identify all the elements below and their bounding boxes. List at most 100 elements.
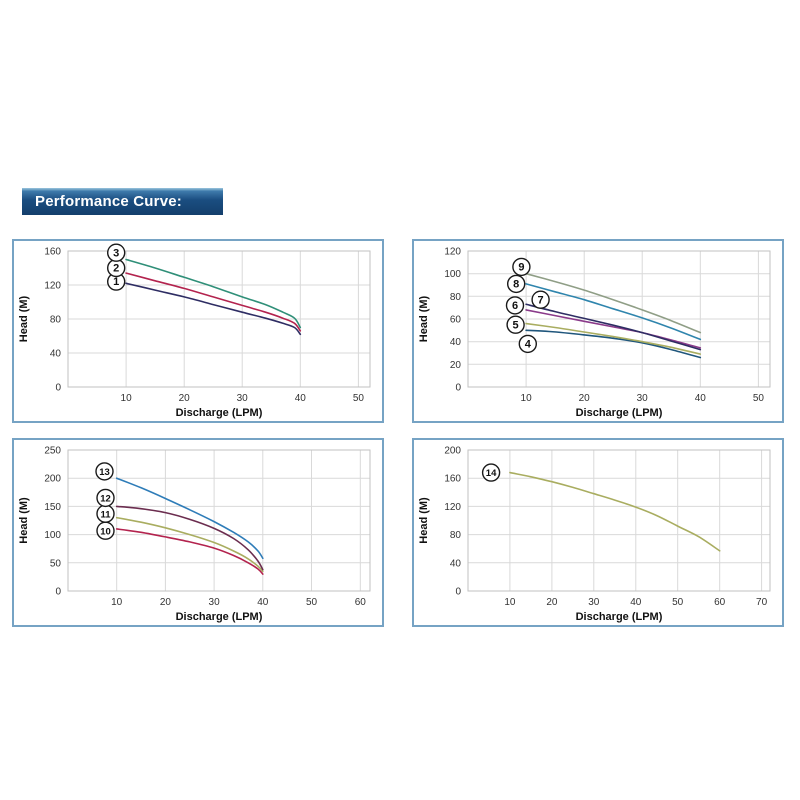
curve-badge-circle-8 xyxy=(506,274,526,294)
y-tick-label-120: 120 xyxy=(44,281,61,292)
y-tick-label-100: 100 xyxy=(44,530,61,541)
curve-badge-number-9: 9 xyxy=(518,262,524,274)
y-tick-label-120: 120 xyxy=(444,247,461,258)
x-tick-label-40: 40 xyxy=(257,597,269,608)
curve-badge-circle-9 xyxy=(512,257,531,277)
y-tick-label-0: 0 xyxy=(455,587,461,598)
x-tick-label-20: 20 xyxy=(160,597,172,608)
curve-badge-circle-7 xyxy=(531,290,550,309)
x-tick-label-20: 20 xyxy=(579,393,591,404)
curve-badge-circle-12 xyxy=(96,488,115,508)
curve-badge-circle-5 xyxy=(506,315,525,334)
y-tick-label-0: 0 xyxy=(55,587,61,598)
page-title-banner: Performance Curve: xyxy=(22,188,223,215)
x-tick-label-10: 10 xyxy=(504,597,516,608)
chart-panel-top-right: 0 20 40 60 80 100 120 10 20 30 40 50 Head (M) Dischar… xyxy=(412,239,784,423)
x-tick-label-60: 60 xyxy=(355,597,367,608)
curve-badge-number-1: 1 xyxy=(113,276,119,288)
curve-badge-circle-13 xyxy=(95,462,114,481)
curve-14 xyxy=(509,471,721,552)
plot-border xyxy=(67,449,371,592)
performance-chart-curve-14: 0 40 80 120 160 200 10 20 30 40 50 60 70 Head (M) Disc… xyxy=(418,446,771,623)
y-tick-label-160: 160 xyxy=(444,474,461,485)
x-tick-label-60: 60 xyxy=(714,597,726,608)
chart-panel-bottom-right: 0 40 80 120 160 200 10 20 30 40 50 60 70 Head (M) Disc… xyxy=(412,438,784,627)
x-tick-label-10: 10 xyxy=(111,597,123,608)
y-tick-label-250: 250 xyxy=(44,446,61,457)
curve-10 xyxy=(115,528,264,575)
x-tick-label-30: 30 xyxy=(637,393,649,404)
curve-11 xyxy=(115,516,264,573)
x-axis-title: Discharge (LPM) xyxy=(576,407,663,419)
curve-badge-number-11: 11 xyxy=(100,509,111,520)
curve-13 xyxy=(115,477,264,560)
y-tick-label-60: 60 xyxy=(450,315,462,326)
curve-badge-number-10: 10 xyxy=(100,526,111,537)
y-axis-title: Head (M) xyxy=(418,497,430,544)
x-tick-label-40: 40 xyxy=(295,393,307,404)
y-tick-label-150: 150 xyxy=(44,502,61,513)
curve-12 xyxy=(115,505,264,571)
curve-badge-number-6: 6 xyxy=(512,300,518,312)
y-tick-label-0: 0 xyxy=(55,383,61,394)
curve-6 xyxy=(525,309,702,349)
curve-badge-circle-3 xyxy=(106,243,126,262)
y-tick-label-0: 0 xyxy=(455,383,461,394)
y-tick-label-80: 80 xyxy=(450,530,462,541)
x-tick-label-50: 50 xyxy=(306,597,318,608)
y-tick-label-40: 40 xyxy=(450,337,462,348)
chart-panel-top-left: 0 40 80 120 160 10 20 30 40 50 Head (M) Discharge (… xyxy=(12,239,384,423)
curve-badge-number-7: 7 xyxy=(538,294,544,306)
curve-badge-number-2: 2 xyxy=(113,263,119,275)
y-tick-label-80: 80 xyxy=(50,315,62,326)
x-tick-label-70: 70 xyxy=(756,597,768,608)
x-tick-label-50: 50 xyxy=(353,393,365,404)
curve-9 xyxy=(525,272,702,334)
x-tick-label-10: 10 xyxy=(121,393,133,404)
curve-badge-number-5: 5 xyxy=(513,319,519,331)
y-tick-label-200: 200 xyxy=(44,474,61,485)
curve-3 xyxy=(125,258,302,329)
curve-badge-number-4: 4 xyxy=(525,339,532,351)
curve-badge-number-12: 12 xyxy=(100,494,111,505)
y-axis-title: Head (M) xyxy=(18,295,30,342)
plot-border xyxy=(467,449,771,592)
x-tick-label-30: 30 xyxy=(237,393,249,404)
curve-badge-number-3: 3 xyxy=(113,247,119,259)
curve-badge-number-14: 14 xyxy=(486,468,497,479)
y-axis-title: Head (M) xyxy=(418,295,430,342)
x-axis-title: Discharge (LPM) xyxy=(576,611,663,623)
curve-badge-circle-14 xyxy=(481,463,501,482)
y-tick-label-120: 120 xyxy=(444,502,461,513)
x-axis-title: Discharge (LPM) xyxy=(176,407,263,419)
performance-chart-curves-10-13: 0 50 100 150 200 250 10 20 30 40 50 60 Head (M) Disch… xyxy=(18,446,371,623)
x-tick-label-20: 20 xyxy=(179,393,191,404)
x-tick-label-40: 40 xyxy=(695,393,707,404)
curve-badge-circle-4 xyxy=(518,334,538,354)
x-tick-label-50: 50 xyxy=(672,597,684,608)
curve-2 xyxy=(125,272,302,332)
y-tick-label-200: 200 xyxy=(444,446,461,457)
performance-chart-curves-4-9: 0 20 40 60 80 100 120 10 20 30 40 50 Head (M) Dischar… xyxy=(418,247,771,419)
curve-8 xyxy=(525,283,702,341)
y-tick-label-80: 80 xyxy=(450,292,462,303)
curve-5 xyxy=(525,322,702,355)
plot-border xyxy=(467,250,771,388)
y-tick-label-40: 40 xyxy=(450,558,462,569)
x-axis-title: Discharge (LPM) xyxy=(176,611,263,623)
y-axis-title: Head (M) xyxy=(18,497,30,544)
x-tick-label-30: 30 xyxy=(209,597,221,608)
y-tick-label-100: 100 xyxy=(444,269,461,280)
y-tick-label-40: 40 xyxy=(50,349,62,360)
y-tick-label-50: 50 xyxy=(50,558,62,569)
x-tick-label-50: 50 xyxy=(753,393,765,404)
plot-border xyxy=(67,250,371,388)
x-tick-label-10: 10 xyxy=(521,393,533,404)
curve-4 xyxy=(525,329,702,359)
x-tick-label-40: 40 xyxy=(630,597,642,608)
curve-1 xyxy=(125,282,302,336)
curve-7 xyxy=(525,303,702,351)
chart-panel-bottom-left: 0 50 100 150 200 250 10 20 30 40 50 60 Head (M) Disch… xyxy=(12,438,384,627)
page-title: Performance Curve: xyxy=(35,193,182,210)
curve-badge-number-13: 13 xyxy=(99,467,110,478)
